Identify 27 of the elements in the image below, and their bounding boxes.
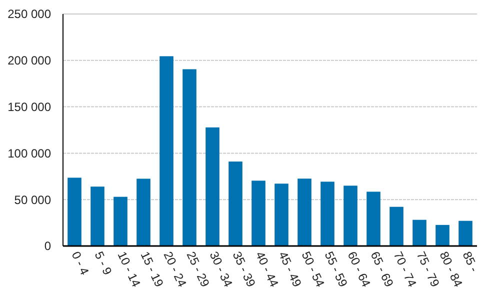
bar: [90, 186, 104, 246]
y-tick-label: 200 000: [8, 54, 52, 68]
bar: [436, 224, 450, 246]
bar: [68, 178, 82, 246]
bar: [458, 220, 472, 246]
bar: [274, 184, 288, 246]
bar: [298, 178, 312, 246]
bar: [228, 162, 242, 246]
bar: [320, 182, 334, 246]
y-tick-label: 50 000: [14, 192, 52, 207]
bar: [136, 178, 150, 246]
bar: [114, 196, 128, 246]
bar: [182, 69, 196, 246]
x-tick-label: 85 -: [460, 249, 482, 274]
bar: [206, 127, 220, 246]
y-tick-label: 100 000: [8, 146, 52, 160]
bar: [344, 186, 358, 246]
y-tick-label: 150 000: [8, 100, 52, 114]
bar: [160, 56, 174, 246]
bar: [252, 180, 266, 246]
bar: [366, 192, 380, 246]
x-tick-label: 5 - 9: [92, 249, 115, 278]
bar: [390, 206, 404, 246]
x-tick-label: 0 - 4: [68, 249, 92, 278]
bar: [412, 220, 426, 246]
y-tick-label: 0: [44, 239, 52, 254]
y-tick-label: 250 000: [8, 7, 52, 22]
